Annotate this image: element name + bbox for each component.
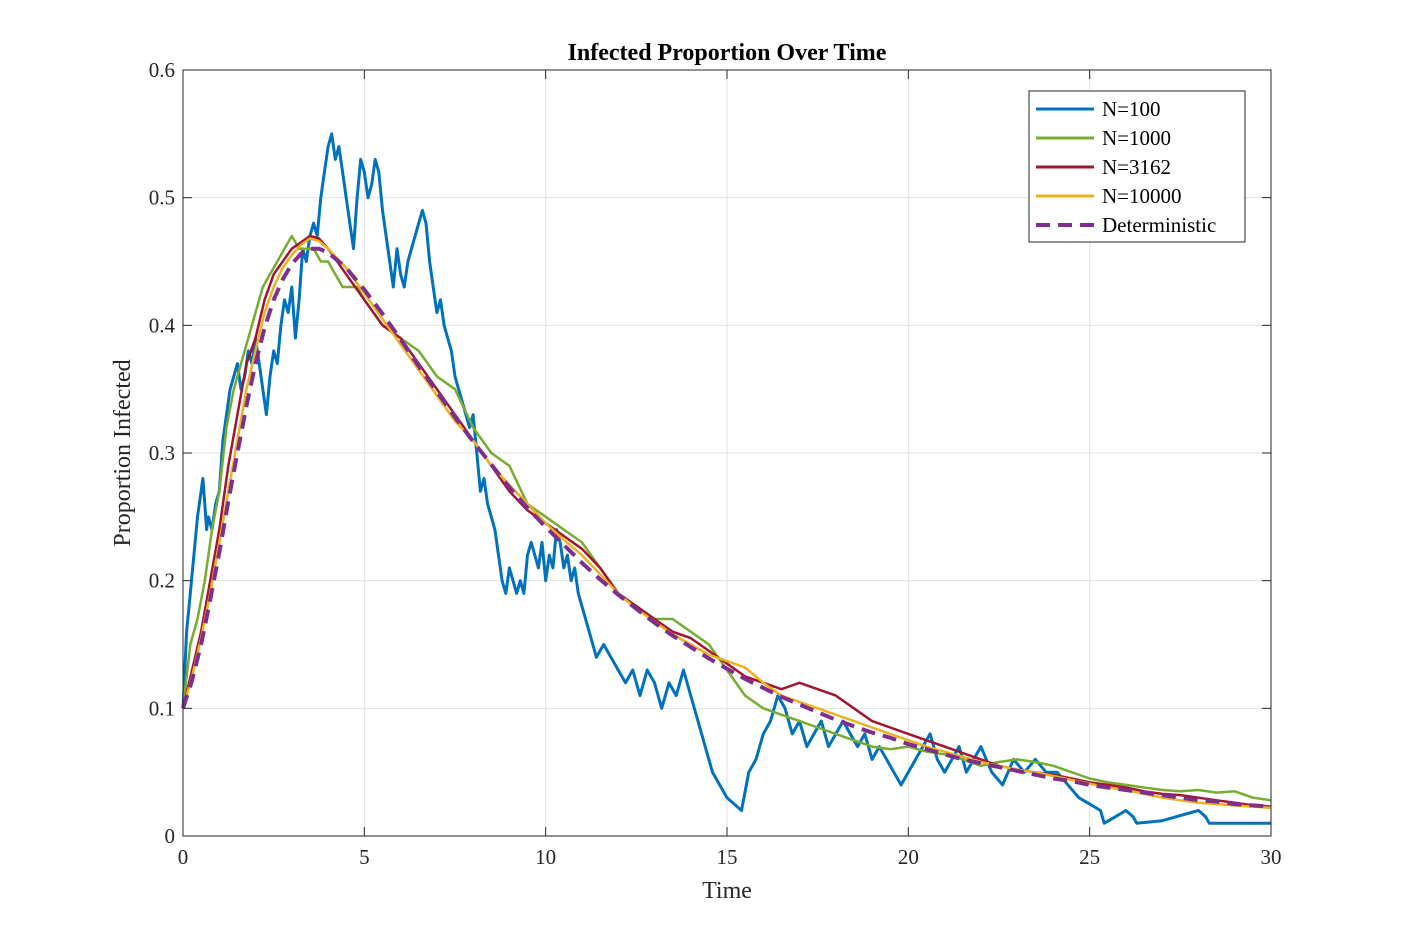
- y-tick-label: 0.2: [149, 569, 175, 593]
- chart-title: Infected Proportion Over Time: [568, 40, 887, 66]
- legend-label: Deterministic: [1102, 213, 1216, 237]
- legend: N=100 N=1000 N=3162 N=10000 Deterministic: [1028, 90, 1246, 243]
- legend-label: N=100: [1102, 97, 1161, 121]
- legend-label: N=3162: [1102, 155, 1171, 179]
- legend-label: N=1000: [1102, 126, 1171, 150]
- series-line-deterministic: [181, 246, 1272, 809]
- y-axis-label: Proportion Infected: [110, 359, 136, 546]
- axis-ticks: 0 5 10 15 20 25 30 0 0.1 0.2 0.3 0.4 0.5 0.6: [149, 58, 1282, 869]
- y-tick-label: 0.6: [149, 58, 175, 82]
- x-tick-label: 30: [1261, 845, 1282, 869]
- x-tick-label: 5: [359, 845, 370, 869]
- x-axis-label: Time: [702, 878, 752, 904]
- x-tick-label: 0: [178, 845, 189, 869]
- series-layer: [181, 132, 1272, 825]
- y-tick-label: 0: [165, 824, 176, 848]
- y-tick-label: 0.5: [149, 186, 175, 210]
- series-line-n-3162: [181, 234, 1272, 808]
- y-tick-label: 0.4: [149, 313, 176, 337]
- x-tick-label: 25: [1079, 845, 1100, 869]
- y-tick-label: 0.3: [149, 441, 175, 465]
- x-tick-label: 10: [535, 845, 556, 869]
- legend-label: N=10000: [1102, 184, 1182, 208]
- y-tick-label: 0.1: [149, 696, 175, 720]
- x-tick-label: 15: [717, 845, 738, 869]
- x-tick-label: 20: [898, 845, 919, 869]
- series-line-n-100: [181, 132, 1271, 825]
- series-line-n-1000: [181, 234, 1272, 802]
